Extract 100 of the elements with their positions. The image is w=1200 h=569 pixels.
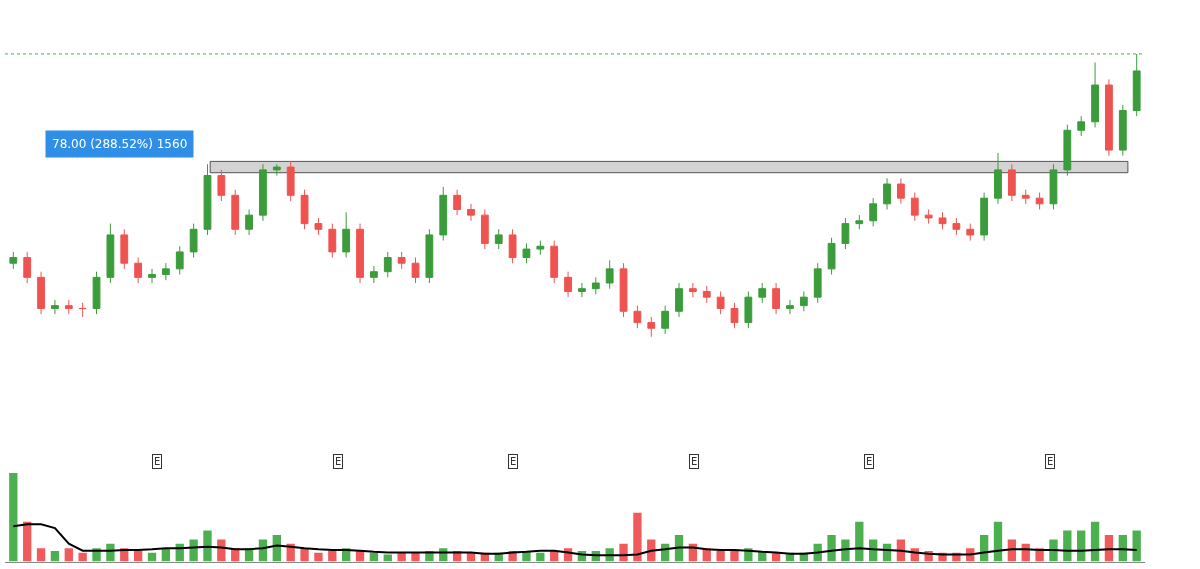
candlestick: [786, 299, 794, 315]
candlestick: [134, 257, 143, 284]
candlestick: [245, 208, 253, 236]
bar: [1049, 539, 1058, 562]
bar: [203, 530, 212, 562]
bar: [1132, 530, 1141, 562]
candlestick: [467, 203, 475, 222]
text: E: [866, 456, 873, 467]
candlestick: [605, 259, 614, 290]
candlestick: [730, 302, 739, 329]
candlestick: [994, 152, 1002, 205]
candlestick: [106, 223, 115, 284]
candlestick: [148, 268, 156, 284]
candlestick: [397, 251, 406, 270]
candlestick: [189, 223, 198, 259]
candlestick: [952, 217, 961, 236]
text: E: [510, 456, 517, 467]
candlestick: [799, 290, 808, 312]
candlestick: [203, 163, 212, 236]
candlestick: [314, 217, 323, 236]
candlestick: [425, 228, 434, 284]
bar: [217, 539, 226, 562]
bar: [36, 548, 46, 562]
candlestick: [966, 223, 975, 242]
candlestick: [1091, 61, 1099, 128]
candlestick: [92, 271, 101, 315]
candlestick: [370, 265, 378, 284]
candlestick: [619, 262, 628, 318]
text: E: [691, 456, 698, 467]
candlestick: [1118, 104, 1127, 157]
candlestick: [716, 290, 725, 315]
candlestick: [855, 214, 864, 230]
candlestick: [564, 271, 572, 298]
candlestick: [439, 186, 448, 242]
bar: [716, 550, 725, 562]
bar: [633, 512, 642, 562]
candlestick: [813, 262, 822, 304]
candlestick: [300, 189, 309, 230]
candlestick: [897, 177, 905, 205]
candlestick: [827, 237, 836, 276]
candlestick: [342, 211, 351, 259]
bar: [50, 550, 60, 562]
candlestick: [411, 257, 420, 284]
candlestick: [272, 163, 281, 177]
bar: [1063, 530, 1072, 562]
bar: [189, 539, 198, 562]
bar: [300, 548, 309, 562]
candlestick: [522, 242, 531, 264]
candlestick: [175, 245, 184, 276]
candlestick: [647, 316, 656, 338]
candlestick: [286, 160, 295, 202]
bar: [841, 539, 850, 562]
candlestick: [259, 163, 267, 222]
candlestick: [675, 282, 683, 318]
candlestick: [9, 251, 18, 270]
candlestick: [633, 305, 642, 329]
candlestick: [578, 282, 586, 298]
annotation: 78.00 (288.52%) 1560: [52, 137, 188, 151]
candlestick: [383, 251, 392, 278]
candlestick: [869, 197, 878, 227]
candlestick: [1063, 124, 1072, 177]
candlestick: [910, 192, 919, 222]
candlestick: [550, 240, 559, 284]
candlestick: [688, 282, 697, 298]
candlestick: [1132, 53, 1141, 117]
candlestick: [591, 276, 600, 295]
candlestick: [161, 262, 170, 281]
candlestick: [453, 189, 462, 216]
text: E: [335, 456, 342, 467]
bar: [827, 534, 836, 562]
candlestick: [1077, 115, 1086, 137]
candlestick: [51, 299, 59, 315]
candlestick: [64, 299, 73, 315]
bar: [328, 550, 337, 562]
candlestick: [78, 302, 87, 318]
bar: [383, 554, 392, 562]
candlestick: [661, 305, 670, 335]
text: E: [1047, 456, 1054, 467]
candlestick: [980, 192, 989, 242]
candlestick: [1049, 163, 1058, 210]
candlestick: [702, 285, 711, 304]
candlestick: [494, 228, 503, 250]
candlestick: [1021, 189, 1030, 205]
candlestick: [744, 290, 753, 329]
candlestick: [231, 189, 240, 236]
bar: [64, 548, 73, 562]
candlestick: [536, 240, 545, 256]
candlestick: [1035, 192, 1044, 210]
bar: [730, 550, 739, 562]
candlestick: [883, 177, 891, 210]
candlestick: [356, 223, 364, 284]
candlestick: [841, 217, 850, 250]
candlestick: [508, 228, 517, 264]
text: E: [154, 456, 161, 467]
bar: [133, 550, 143, 562]
candlestick: [758, 282, 767, 304]
candlestick: [924, 208, 933, 225]
candlestick: [23, 251, 32, 284]
bar: [9, 472, 18, 562]
candlestick: [37, 271, 45, 315]
